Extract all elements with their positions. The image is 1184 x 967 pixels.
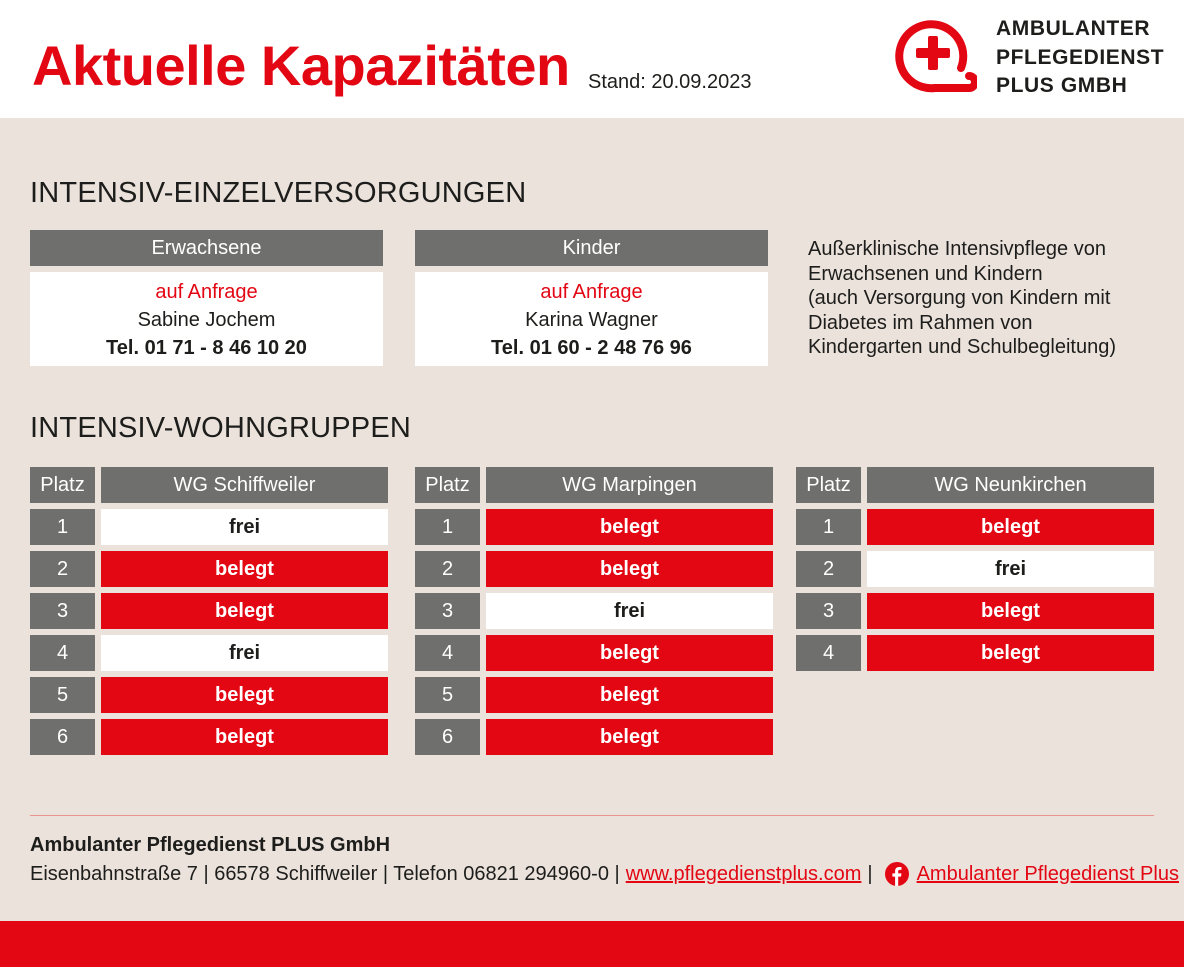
note-line: Erwachsenen und Kindern [808,262,1043,285]
note-line: Außerklinische Intensivpflege von [808,238,1106,260]
place-status-frei: frei [101,635,388,671]
section-title-einzelversorgungen: INTENSIV-EINZELVERSORGUNGEN [30,177,527,209]
footer-company-name: Ambulanter Pflegedienst PLUS GmbH [30,834,391,856]
note-line: Diabetes im Rahmen von [808,311,1033,334]
place-number: 1 [30,509,95,545]
header: Aktuelle Kapazitäten Stand: 20.09.2023 A… [0,0,1184,118]
place-status-belegt: belegt [486,551,773,587]
place-number: 4 [415,635,480,671]
place-status-belegt: belegt [101,593,388,629]
company-logo-text: AMBULANTER PFLEGEDIENST PLUS GMBH [996,15,1164,101]
logo-line: AMBULANTER [996,17,1151,40]
place-number: 2 [415,551,480,587]
website-link[interactable]: www.pflegedienstplus.com [625,862,862,885]
place-number: 4 [796,635,861,671]
place-status-belegt: belegt [486,677,773,713]
bottom-brand-bar [0,921,1184,967]
card-header: Erwachsene [30,230,383,266]
contact-phone: Tel. 01 71 - 8 46 10 20 [106,337,307,359]
place-status-belegt: belegt [101,551,388,587]
place-number: 5 [415,677,480,713]
place-number: 3 [415,593,480,629]
card-header: Kinder [415,230,768,266]
place-status-belegt: belegt [486,635,773,671]
cross-circle-icon [895,20,977,93]
availability-text: auf Anfrage [540,281,643,303]
place-number: 4 [30,635,95,671]
platz-header: Platz [30,467,95,503]
note-line: (auch Versorgung von Kindern mit [808,287,1111,310]
place-status-belegt: belegt [867,635,1154,671]
place-status-belegt: belegt [486,719,773,755]
note-line: Kindergarten und Schulbegleitung) [808,336,1116,359]
place-status-belegt: belegt [101,677,388,713]
place-status-frei: frei [101,509,388,545]
contact-person: Sabine Jochem [137,309,276,331]
service-note: Außerklinische Intensivpflege von Erwach… [808,237,1116,360]
availability-text: auf Anfrage [155,281,258,303]
section-title-wohngruppen: INTENSIV-WOHNGRUPPEN [30,412,412,444]
footer-separator: | [867,862,873,885]
place-number: 6 [415,719,480,755]
place-number: 1 [415,509,480,545]
place-status-belegt: belegt [486,509,773,545]
facebook-icon[interactable] [884,862,909,886]
platz-header: Platz [415,467,480,503]
page-title: Aktuelle Kapazitäten [32,34,570,97]
card-body: auf Anfrage Karina Wagner Tel. 01 60 - 2… [415,272,768,366]
place-number: 3 [796,593,861,629]
place-status-belegt: belegt [867,593,1154,629]
card-erwachsene: Erwachsene auf Anfrage Sabine Jochem Tel… [30,230,383,366]
place-number: 1 [796,509,861,545]
contact-person: Karina Wagner [525,309,658,331]
stand-date: Stand: 20.09.2023 [588,71,752,93]
footer-contact-line: Eisenbahnstraße 7 | 66578 Schiffweiler |… [30,862,1179,886]
logo-line: PFLEGEDIENST [996,45,1165,69]
logo-line: PLUS GMBH [996,74,1128,97]
contact-phone: Tel. 01 60 - 2 48 76 96 [491,337,692,359]
place-status-belegt: belegt [101,719,388,755]
footer-divider [30,815,1154,816]
platz-header: Platz [796,467,861,503]
place-status-belegt: belegt [867,509,1154,545]
place-number: 5 [30,677,95,713]
wg-name: WG Neunkirchen [867,467,1154,503]
card-body: auf Anfrage Sabine Jochem Tel. 01 71 - 8… [30,272,383,366]
place-number: 2 [30,551,95,587]
facebook-link[interactable]: Ambulanter Pflegedienst Plus [916,862,1179,885]
footer-address: Eisenbahnstraße 7 | 66578 Schiffweiler |… [30,862,620,885]
place-status-frei: frei [867,551,1154,587]
wg-name: WG Marpingen [486,467,773,503]
place-status-frei: frei [486,593,773,629]
place-number: 6 [30,719,95,755]
place-number: 3 [30,593,95,629]
place-number: 2 [796,551,861,587]
wg-name: WG Schiffweiler [101,467,388,503]
card-kinder: Kinder auf Anfrage Karina Wagner Tel. 01… [415,230,768,366]
